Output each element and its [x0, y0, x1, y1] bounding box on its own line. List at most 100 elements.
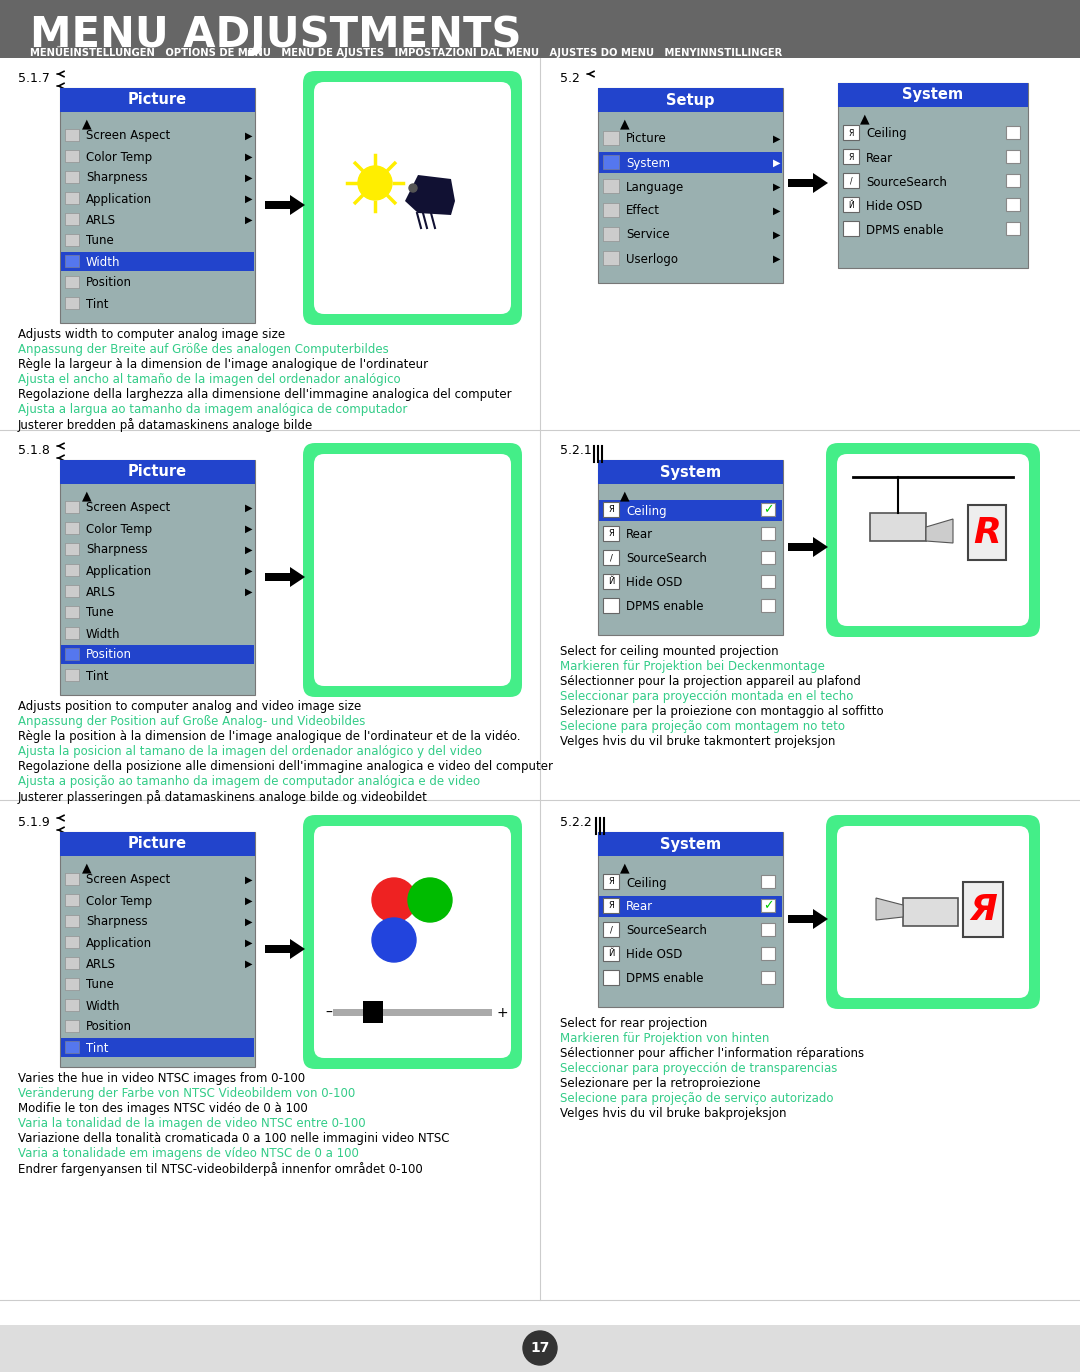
Bar: [603, 573, 619, 589]
Text: ▶: ▶: [245, 896, 253, 906]
Text: ▶: ▶: [245, 193, 253, 204]
Text: Я: Я: [608, 878, 613, 886]
Circle shape: [372, 918, 416, 962]
Bar: [60, 1039, 254, 1056]
FancyBboxPatch shape: [837, 826, 1029, 997]
Text: Sharpness: Sharpness: [86, 915, 148, 929]
Text: Setup: Setup: [666, 92, 715, 107]
Text: –: –: [325, 1006, 332, 1019]
Text: 5.2.1: 5.2.1: [561, 445, 592, 457]
Bar: [761, 504, 775, 516]
Bar: [65, 1041, 79, 1052]
Text: ▲: ▲: [82, 118, 92, 130]
Text: ▶: ▶: [245, 524, 253, 534]
Text: Я: Я: [608, 505, 613, 514]
Polygon shape: [876, 899, 903, 921]
Bar: [843, 150, 859, 165]
Bar: [65, 1019, 79, 1032]
Polygon shape: [788, 536, 828, 557]
Text: Tune: Tune: [86, 978, 113, 992]
Text: Selecione para projeção com montagem no teto: Selecione para projeção com montagem no …: [561, 720, 845, 733]
Bar: [599, 499, 782, 521]
Bar: [65, 543, 79, 556]
Bar: [65, 192, 79, 204]
Text: Ajusta a largua ao tamanho da imagem analógica de computador: Ajusta a largua ao tamanho da imagem ana…: [18, 403, 407, 416]
Bar: [603, 947, 619, 960]
Bar: [65, 213, 79, 225]
Bar: [598, 88, 783, 113]
Bar: [603, 502, 619, 517]
Text: Hide OSD: Hide OSD: [626, 948, 683, 962]
Bar: [761, 971, 775, 984]
Bar: [65, 606, 79, 617]
Text: Markieren für Projektion bei Deckenmontage: Markieren für Projektion bei Deckenmonta…: [561, 660, 825, 674]
Text: /: /: [609, 553, 612, 563]
Text: Я: Я: [848, 152, 853, 162]
Text: 5.2.2: 5.2.2: [561, 816, 592, 829]
Text: Ajusta el ancho al tamaño de la imagen del ordenador analógico: Ajusta el ancho al tamaño de la imagen d…: [18, 373, 401, 386]
Bar: [65, 150, 79, 162]
Bar: [65, 255, 79, 268]
Text: Select for rear projection: Select for rear projection: [561, 1017, 707, 1030]
Text: ▶: ▶: [245, 959, 253, 969]
Text: Screen Aspect: Screen Aspect: [86, 129, 171, 143]
FancyBboxPatch shape: [314, 82, 511, 314]
Text: System: System: [660, 837, 721, 852]
Bar: [1005, 126, 1020, 139]
Bar: [761, 575, 775, 589]
Text: ▶: ▶: [245, 504, 253, 513]
Bar: [65, 915, 79, 927]
Bar: [599, 896, 782, 916]
Text: ✓: ✓: [762, 900, 773, 912]
Bar: [65, 627, 79, 639]
Text: Velges hvis du vil bruke takmontert projeksjon: Velges hvis du vil bruke takmontert proj…: [561, 735, 835, 748]
Text: Я: Я: [969, 893, 997, 927]
Bar: [0, 0, 1080, 58]
Text: Ajusta la posicion al tamano de la imagen del ordenador analógico y del video: Ajusta la posicion al tamano de la image…: [18, 745, 482, 757]
Bar: [598, 831, 783, 856]
Text: Ceiling: Ceiling: [626, 877, 666, 889]
Text: Я: Я: [608, 530, 613, 538]
FancyBboxPatch shape: [314, 454, 511, 686]
Text: Picture: Picture: [127, 837, 187, 852]
Bar: [65, 235, 79, 246]
Text: Velges hvis du vil bruke bakprojeksjon: Velges hvis du vil bruke bakprojeksjon: [561, 1107, 786, 1120]
Text: Hide OSD: Hide OSD: [866, 199, 922, 213]
Text: MENÜEINSTELLUNGEN   OPTIONS DE MENU   MENÚ DE AJUSTES   IMPOSTAZIONI DAL MENU   : MENÜEINSTELLUNGEN OPTIONS DE MENU MENÚ D…: [30, 45, 782, 58]
Bar: [761, 947, 775, 960]
Text: SourceSearch: SourceSearch: [866, 176, 947, 188]
Bar: [60, 831, 255, 856]
Circle shape: [372, 878, 416, 922]
Text: System: System: [903, 88, 963, 103]
Bar: [65, 276, 79, 288]
Bar: [60, 831, 255, 1067]
Bar: [843, 221, 859, 236]
Polygon shape: [363, 1002, 383, 1024]
Bar: [65, 648, 79, 660]
Bar: [843, 125, 859, 140]
Text: Application: Application: [86, 564, 152, 578]
Bar: [65, 129, 79, 141]
Text: ▲: ▲: [82, 862, 92, 874]
Polygon shape: [265, 938, 305, 959]
Text: MENU ADJUSTMENTS: MENU ADJUSTMENTS: [30, 14, 522, 56]
Bar: [599, 152, 782, 173]
Bar: [870, 513, 926, 541]
Text: Tint: Tint: [86, 1041, 108, 1055]
Bar: [60, 460, 255, 696]
Text: Varies the hue in video NTSC images from 0-100: Varies the hue in video NTSC images from…: [18, 1072, 306, 1085]
Text: Règle la largeur à la dimension de l'image analogique de l'ordinateur: Règle la largeur à la dimension de l'ima…: [18, 358, 428, 370]
Text: /: /: [609, 926, 612, 934]
Text: Screen Aspect: Screen Aspect: [86, 502, 171, 514]
Bar: [598, 831, 783, 1007]
FancyBboxPatch shape: [303, 815, 522, 1069]
FancyBboxPatch shape: [303, 71, 522, 325]
Bar: [1005, 222, 1020, 235]
Text: Position: Position: [86, 277, 132, 289]
Bar: [60, 645, 254, 664]
FancyBboxPatch shape: [314, 826, 511, 1058]
Text: Position: Position: [86, 1021, 132, 1033]
Text: Language: Language: [626, 181, 685, 193]
Text: ▶: ▶: [245, 152, 253, 162]
Text: Sharpness: Sharpness: [86, 172, 148, 184]
